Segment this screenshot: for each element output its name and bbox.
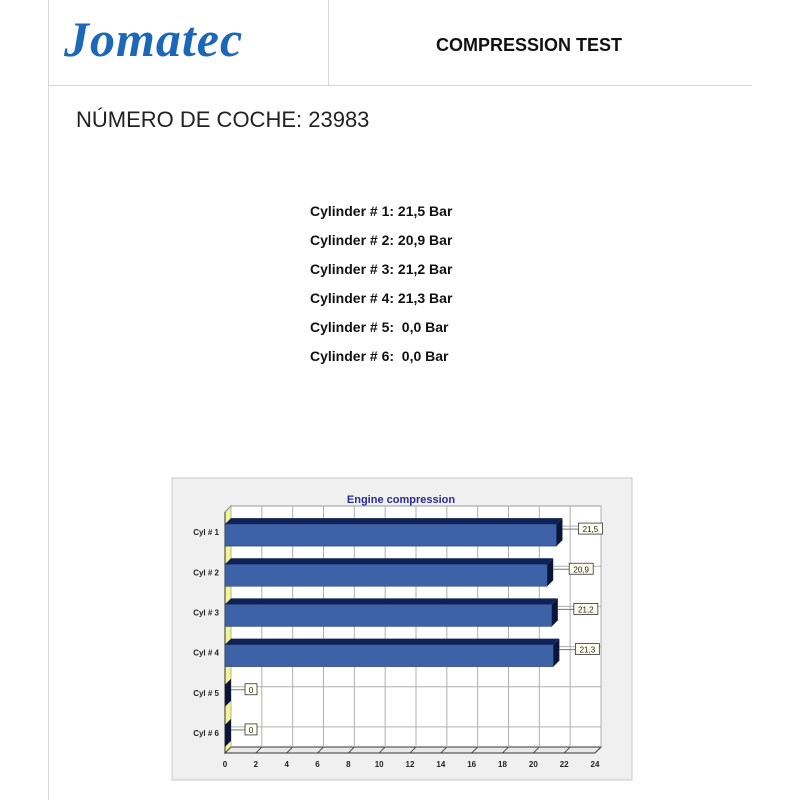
x-tick-label: 16 bbox=[467, 760, 476, 769]
x-tick-label: 24 bbox=[591, 760, 600, 769]
chart-title: Engine compression bbox=[347, 494, 455, 506]
x-tick bbox=[286, 746, 294, 754]
bar bbox=[224, 523, 557, 547]
x-tick bbox=[563, 746, 571, 754]
reading-4: Cylinder # 4: 21,3 Bar bbox=[310, 290, 453, 306]
reading-3: Cylinder # 3: 21,2 Bar bbox=[310, 261, 453, 277]
data-label-box bbox=[578, 522, 603, 535]
y-tick-label: Cyl # 1 bbox=[193, 528, 219, 537]
x-tick bbox=[532, 746, 540, 754]
x-tick bbox=[317, 746, 324, 754]
bar-side bbox=[547, 558, 554, 587]
x-tick-label: 4 bbox=[284, 760, 289, 769]
x-tick-label: 18 bbox=[498, 760, 507, 769]
report-title: COMPRESSION TEST bbox=[436, 35, 623, 55]
bar-top bbox=[225, 558, 554, 565]
reading-6: Cylinder # 6: 0,0 Bar bbox=[310, 348, 449, 364]
x-tick-label: 12 bbox=[406, 760, 415, 769]
data-label: 21,3 bbox=[580, 646, 596, 655]
reading-5: Cylinder # 5: 0,0 Bar bbox=[310, 319, 449, 335]
y-tick-label: Cyl # 3 bbox=[193, 608, 219, 617]
data-label: 21,2 bbox=[578, 605, 594, 614]
header-column-divider bbox=[328, 0, 329, 85]
y-tick-label: Cyl # 5 bbox=[193, 689, 219, 698]
bar bbox=[224, 644, 554, 667]
reading-1: Cylinder # 1: 21,5 Bar bbox=[310, 203, 453, 219]
page-left-border bbox=[48, 0, 49, 800]
header-divider bbox=[48, 85, 752, 86]
reading-2: Cylinder # 2: 20,9 Bar bbox=[310, 232, 453, 248]
data-label-box bbox=[568, 562, 594, 575]
data-label-box bbox=[574, 643, 600, 655]
x-tick-label: 6 bbox=[315, 760, 320, 769]
data-label: 21,5 bbox=[583, 525, 599, 534]
jomatec-logo: Jomatec bbox=[64, 11, 244, 67]
data-label: 0 bbox=[249, 726, 254, 735]
bar-side bbox=[556, 518, 563, 547]
x-tick bbox=[594, 746, 602, 754]
data-label: 20,9 bbox=[573, 565, 589, 574]
y-tick-label: Cyl # 2 bbox=[193, 568, 219, 577]
x-tick-label: 10 bbox=[375, 760, 384, 769]
x-tick-label: 2 bbox=[254, 760, 259, 769]
x-tick-label: 22 bbox=[560, 760, 569, 769]
x-tick bbox=[471, 746, 479, 754]
x-tick bbox=[409, 746, 417, 754]
x-tick bbox=[224, 746, 232, 754]
data-label-box bbox=[573, 603, 599, 615]
bar-side bbox=[553, 638, 560, 667]
bar-zero bbox=[225, 718, 231, 747]
bar-top bbox=[225, 638, 560, 645]
data-label: 0 bbox=[249, 686, 254, 695]
y-tick-label: Cyl # 6 bbox=[193, 729, 219, 738]
bar-top bbox=[225, 598, 558, 605]
y-tick-label: Cyl # 4 bbox=[193, 649, 219, 658]
bar-zero bbox=[225, 678, 231, 707]
x-tick bbox=[440, 746, 448, 754]
bar bbox=[224, 564, 548, 587]
x-tick-label: 0 bbox=[223, 760, 228, 769]
data-label-box bbox=[244, 683, 258, 696]
x-tick-label: 20 bbox=[529, 760, 538, 769]
x-tick bbox=[378, 746, 386, 754]
x-tick bbox=[502, 746, 509, 754]
car-number: NÚMERO DE COCHE: 23983 bbox=[76, 107, 370, 132]
x-tick-label: 14 bbox=[436, 760, 445, 769]
bar-top bbox=[225, 518, 563, 525]
cylinder-readings: Cylinder # 1: 21,5 Bar Cylinder # 2: 20,… bbox=[310, 203, 452, 377]
data-label-box bbox=[244, 723, 258, 736]
bar bbox=[224, 604, 553, 627]
x-tick bbox=[347, 746, 355, 754]
x-tick-label: 8 bbox=[346, 760, 351, 769]
bar-side bbox=[551, 598, 558, 627]
x-tick bbox=[255, 746, 263, 754]
